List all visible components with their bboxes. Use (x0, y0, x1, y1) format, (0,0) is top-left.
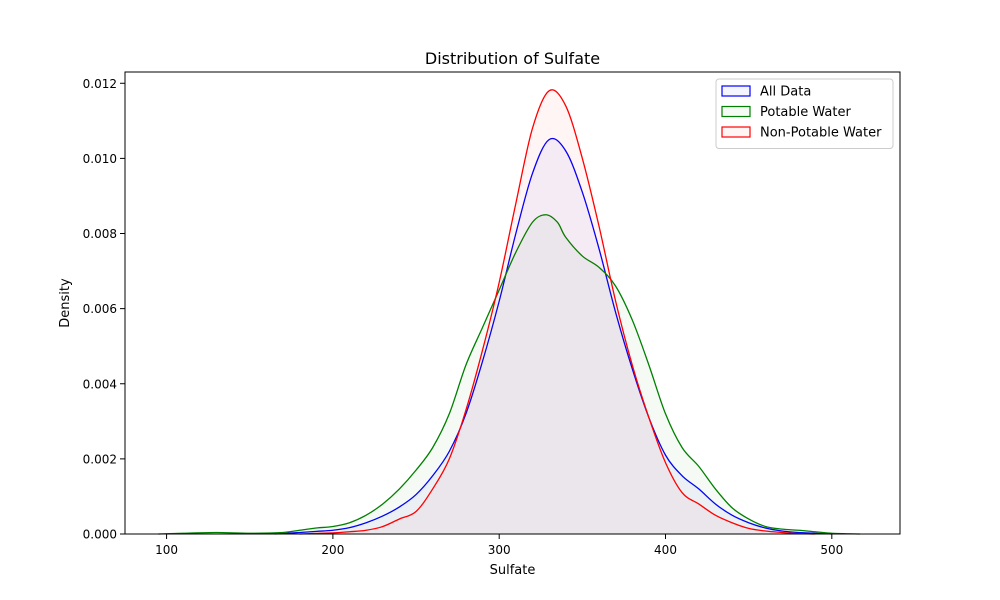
series-line-2 (299, 89, 816, 535)
legend-swatch (721, 105, 751, 118)
y-axis: 0.000 0.002 0.004 0.006 0.008 0.010 0.012 (83, 77, 125, 542)
x-tick-label: 300 (488, 543, 511, 557)
x-tick-label: 100 (155, 543, 178, 557)
x-tick-label: 200 (321, 543, 344, 557)
series-line-1 (158, 214, 861, 535)
y-axis-label: Density (58, 278, 73, 328)
plot-frame (124, 71, 901, 535)
legend-label: All Data (760, 85, 811, 100)
series-fill-0 (274, 138, 832, 534)
series-fill-1 (158, 214, 861, 535)
chart-title: Distribution of Sulfate (425, 49, 600, 68)
y-tick-label: 0.004 (83, 377, 117, 391)
y-tick-label: 0.012 (83, 77, 117, 91)
legend: All Data Potable Water Non-Potable Water (715, 78, 894, 149)
legend-swatch (721, 85, 751, 97)
plot-series (158, 89, 861, 535)
legend-label: Potable Water (760, 105, 851, 120)
legend-swatch (721, 126, 751, 138)
y-tick-label: 0.010 (83, 152, 117, 166)
x-axis: 100 200 300 400 500 (155, 534, 843, 557)
legend-label: Non-Potable Water (760, 126, 882, 141)
x-tick-label: 400 (654, 543, 677, 557)
y-tick-label: 0.006 (83, 302, 117, 316)
y-tick-label: 0.002 (83, 452, 117, 466)
x-axis-label: Sulfate (490, 563, 536, 578)
y-tick-label: 0.008 (83, 227, 117, 241)
y-tick-label: 0.000 (83, 528, 117, 542)
x-tick-label: 500 (820, 543, 843, 557)
series-line-0 (274, 137, 832, 535)
series-fill-2 (299, 89, 816, 534)
legend-box (715, 78, 894, 149)
